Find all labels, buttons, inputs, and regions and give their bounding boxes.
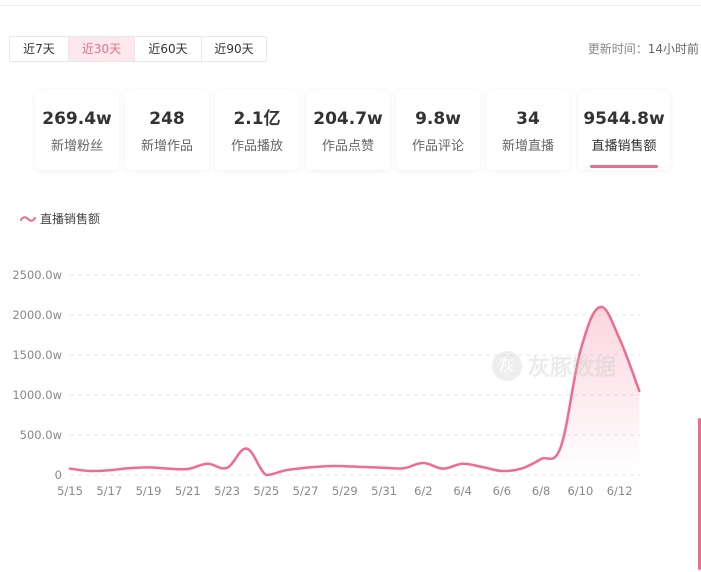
update-time: 更新时间：14小时前 — [588, 40, 699, 57]
x-tick-label: 6/8 — [532, 484, 551, 498]
data-point[interactable]: 5/19 — [143, 461, 155, 473]
y-tick-label: 1000.0w — [12, 388, 62, 402]
date-range-selector: 近7天 近30天 近60天 近90天 — [9, 36, 267, 62]
legend-label: 直播销售额 — [40, 212, 101, 226]
top-divider — [0, 5, 701, 6]
data-point[interactable]: 6/11 — [594, 301, 606, 313]
data-point[interactable]: 5/15 — [64, 463, 76, 475]
data-point[interactable]: 5/18 — [123, 462, 135, 474]
data-point[interactable]: 5/24 — [241, 443, 253, 455]
watermark: 灰 灰豚数据 — [492, 350, 616, 382]
range-tab-30d[interactable]: 近30天 — [69, 37, 135, 61]
data-point[interactable]: 6/5 — [476, 461, 488, 473]
metric-value: 2.1亿 — [233, 109, 281, 129]
y-tick-label: 2000.0w — [12, 308, 62, 322]
metric-label: 作品评论 — [411, 139, 464, 154]
update-time-label: 更新时间： — [587, 42, 648, 56]
y-tick-label: 1500.0w — [12, 348, 62, 362]
x-tick-label: 5/15 — [57, 484, 83, 498]
metric-card-live-sales[interactable]: 9544.8w 直播销售额 — [578, 90, 670, 170]
y-tick-label: 2500.0w — [12, 268, 62, 282]
data-point[interactable]: 5/22 — [201, 458, 213, 470]
data-point[interactable]: 6/1 — [398, 462, 410, 474]
metric-card-new-lives[interactable]: 34 新增直播 — [486, 90, 570, 170]
data-point[interactable]: 6/12 — [614, 333, 626, 345]
x-tick-label: 5/21 — [175, 484, 201, 498]
x-tick-label: 6/10 — [567, 484, 593, 498]
metric-card-comments[interactable]: 9.8w 作品评论 — [396, 90, 480, 170]
data-point[interactable]: 6/6 — [496, 465, 508, 477]
data-point[interactable]: 5/28 — [319, 460, 331, 472]
x-tick-label: 5/23 — [214, 484, 240, 498]
y-tick-label: 0 — [55, 468, 62, 482]
metric-value: 269.4w — [42, 109, 112, 129]
x-tick-label: 5/29 — [332, 484, 358, 498]
chart-legend[interactable]: 直播销售额 — [20, 210, 100, 227]
data-point[interactable]: 5/26 — [280, 464, 292, 476]
data-point[interactable]: 5/31 — [378, 462, 390, 474]
metric-value: 34 — [516, 109, 540, 129]
x-tick-label: 6/2 — [414, 484, 433, 498]
data-point[interactable]: 6/4 — [457, 458, 469, 470]
metric-label: 新增作品 — [140, 139, 193, 154]
metric-card-likes[interactable]: 204.7w 作品点赞 — [306, 90, 390, 170]
metric-card-plays[interactable]: 2.1亿 作品播放 — [215, 90, 299, 170]
update-time-value: 14小时前 — [647, 42, 699, 56]
metric-value: 9.8w — [415, 109, 461, 129]
data-point[interactable]: 5/16 — [84, 465, 96, 477]
x-tick-label: 5/27 — [293, 484, 319, 498]
data-point[interactable]: 6/3 — [437, 463, 449, 475]
data-point[interactable]: 5/21 — [182, 463, 194, 475]
data-point[interactable]: 6/2 — [417, 457, 429, 469]
x-tick-label: 6/6 — [493, 484, 512, 498]
data-point[interactable]: 5/25 — [260, 469, 272, 481]
data-point[interactable]: 6/9 — [555, 441, 567, 453]
data-point[interactable]: 5/29 — [339, 460, 351, 472]
x-tick-label: 5/17 — [96, 484, 122, 498]
y-tick-label: 500.0w — [20, 428, 62, 442]
range-tab-7d[interactable]: 近7天 — [10, 37, 69, 61]
scroll-indicator[interactable] — [698, 418, 701, 570]
data-point[interactable]: 5/17 — [103, 464, 115, 476]
x-tick-label: 5/31 — [371, 484, 397, 498]
data-point[interactable]: 5/20 — [162, 463, 174, 475]
metric-label: 作品点赞 — [321, 139, 374, 154]
data-point[interactable]: 6/13 — [633, 385, 645, 397]
range-tab-90d[interactable]: 近90天 — [214, 42, 254, 56]
x-tick-label: 5/25 — [253, 484, 279, 498]
x-tick-label: 5/19 — [136, 484, 162, 498]
data-point[interactable]: 5/30 — [358, 461, 370, 473]
data-point[interactable]: 6/7 — [515, 463, 527, 475]
x-tick-label: 6/4 — [453, 484, 472, 498]
metric-label: 新增粉丝 — [50, 139, 103, 154]
watermark-logo-icon: 灰 — [492, 351, 522, 381]
series-area — [70, 306, 640, 475]
metric-value: 248 — [149, 109, 185, 129]
data-point[interactable]: 5/27 — [300, 462, 312, 474]
metric-card-new-works[interactable]: 248 新增作品 — [125, 90, 209, 170]
active-metric-underline — [590, 165, 658, 168]
metric-label: 作品播放 — [230, 139, 283, 154]
range-tab-60d[interactable]: 近60天 — [135, 37, 202, 61]
line-chart: 0 500.0w 1000.0w 1500.0w 2000.0w 2500.0w 5/15… — [12, 268, 645, 498]
x-tick-label: 6/12 — [607, 484, 633, 498]
metric-value: 204.7w — [313, 109, 383, 129]
wave-legend-icon — [20, 215, 36, 222]
data-point[interactable]: 5/23 — [221, 462, 233, 474]
data-point[interactable]: 6/8 — [535, 453, 547, 465]
metric-label: 新增直播 — [501, 139, 554, 154]
metric-label: 直播销售额 — [591, 139, 657, 154]
metric-value: 9544.8w — [583, 109, 665, 129]
watermark-text: 灰豚数据 — [528, 356, 617, 381]
series-line — [68, 305, 641, 477]
metric-card-new-fans[interactable]: 269.4w 新增粉丝 — [35, 90, 119, 170]
